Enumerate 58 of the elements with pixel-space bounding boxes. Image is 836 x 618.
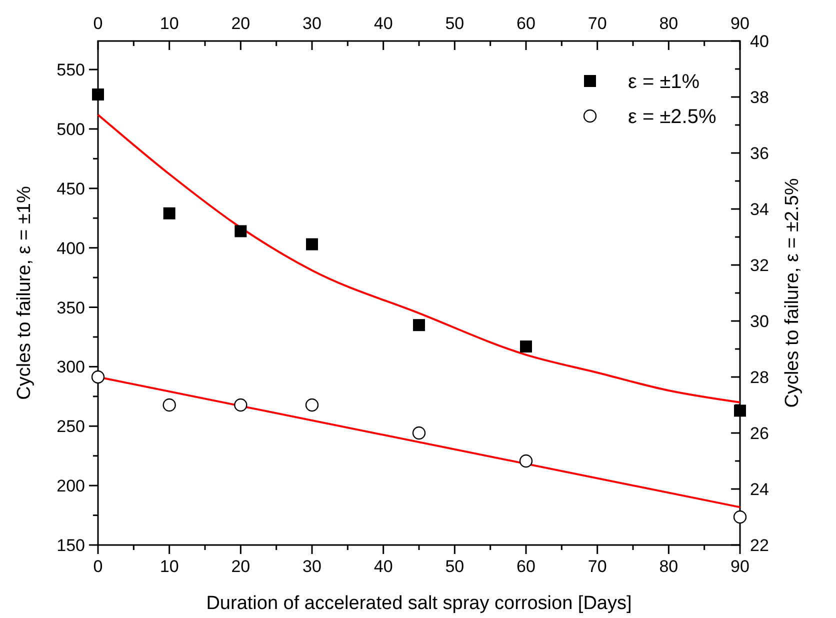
legend-label: ε = ±2.5% — [628, 106, 716, 128]
y2-axis-title: Cycles to failure, ε = ±2.5% — [782, 178, 803, 408]
point — [234, 225, 247, 238]
y-tick-label: 550 — [56, 60, 85, 80]
y2-tick-label: 36 — [750, 144, 769, 163]
point — [305, 398, 319, 412]
x-tick-label: 40 — [374, 14, 393, 33]
y-tick-label: 250 — [56, 417, 85, 436]
x-tick-label: 70 — [588, 14, 607, 33]
point — [92, 88, 104, 100]
point — [162, 398, 176, 412]
point — [520, 340, 532, 352]
x2-tick-label: 70 — [588, 557, 607, 576]
legend-label: ε = ±1% — [628, 71, 700, 93]
x-tick-label: 90 — [730, 14, 750, 33]
y2-tick-label: 30 — [750, 312, 769, 331]
point — [91, 370, 105, 384]
x-tick-label: 80 — [659, 14, 678, 33]
x-tick-label: 50 — [445, 14, 464, 33]
point — [163, 207, 176, 220]
y2-tick-label: 28 — [750, 368, 769, 387]
x2-tick-label: 40 — [374, 557, 393, 576]
point — [306, 238, 318, 250]
point — [734, 404, 746, 417]
y-tick-label: 150 — [56, 536, 85, 555]
x2-tick-label: 90 — [730, 557, 750, 576]
point — [413, 319, 425, 332]
x-axis-title: Duration of accelerated salt spray corrosion [Days] — [206, 593, 632, 614]
y-tick-label: 400 — [56, 238, 85, 258]
y-tick-label: 500 — [56, 120, 85, 139]
point — [733, 510, 747, 524]
y2-tick-label: 34 — [750, 200, 769, 219]
y-tick-label: 300 — [56, 358, 85, 377]
x-tick-label: 10 — [160, 14, 179, 33]
point — [234, 398, 248, 412]
point — [519, 454, 533, 468]
y-axis-title: Cycles to failure, ε = ±1% — [14, 186, 35, 400]
x2-tick-label: 0 — [93, 557, 103, 576]
y-tick-label: 450 — [56, 179, 85, 198]
x-tick-label: 30 — [302, 14, 322, 33]
point — [412, 426, 426, 440]
x-tick-label: 20 — [231, 14, 250, 33]
x-tick-label: 60 — [516, 14, 536, 33]
y-tick-label: 350 — [56, 298, 85, 318]
x2-tick-label: 30 — [302, 557, 322, 576]
x2-tick-label: 60 — [516, 557, 536, 576]
x2-tick-label: 10 — [160, 557, 179, 576]
x2-tick-label: 50 — [445, 557, 464, 576]
y2-tick-label: 22 — [750, 536, 769, 555]
x2-tick-label: 80 — [659, 557, 678, 576]
x2-tick-label: 20 — [231, 557, 250, 576]
y2-tick-label: 24 — [750, 480, 769, 499]
y2-tick-label: 26 — [750, 424, 769, 443]
y2-tick-label: 40 — [750, 32, 769, 51]
x-tick-label: 0 — [93, 14, 103, 33]
y2-tick-label: 38 — [750, 88, 769, 107]
y-tick-label: 200 — [56, 476, 85, 496]
y2-tick-label: 32 — [750, 256, 769, 275]
